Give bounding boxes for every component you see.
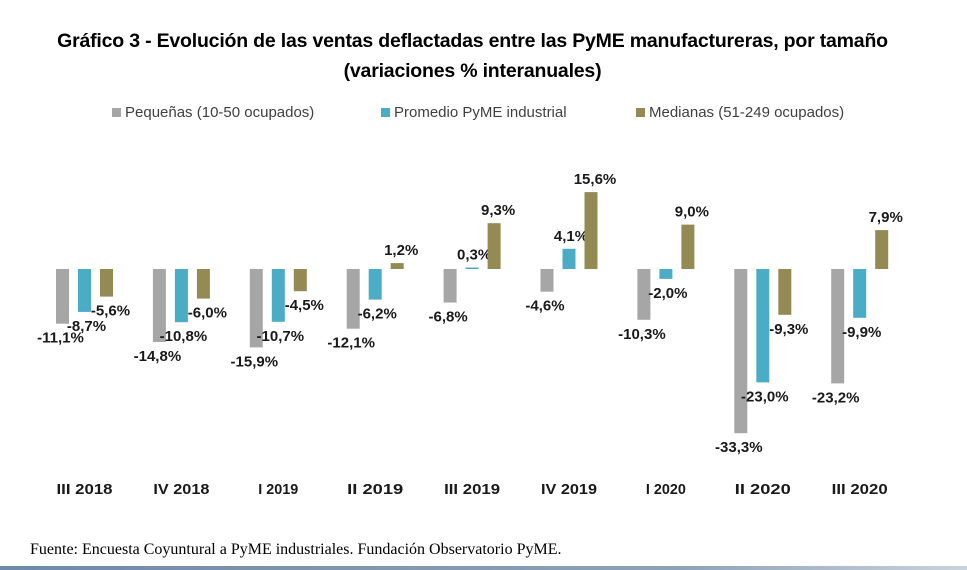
data-label-promedio-3: -6,2% (358, 306, 397, 323)
bar-medianas-0 (100, 269, 113, 297)
x-tick-label-3: II 2019 (347, 481, 403, 498)
legend-swatch-promedio (381, 108, 390, 117)
bar-promedio-7 (756, 269, 770, 383)
bar-pequenas-1 (152, 269, 166, 342)
data-label-pequenas-4: -6,8% (429, 309, 468, 326)
bar-pequenas-0 (56, 269, 69, 324)
data-label-pequenas-7: -33,3% (715, 439, 763, 456)
data-label-promedio-1: -10,8% (160, 328, 208, 345)
bar-pequenas-7 (734, 269, 748, 434)
x-tick-label-2: I 2019 (258, 481, 298, 498)
bar-pequenas-5 (540, 269, 554, 292)
bar-chart: -11,1%-8,7%-5,6% III 2018 -14,8% -10,8% -6,0… (37, 171, 903, 498)
data-label-pequenas-3: -12,1% (327, 335, 375, 352)
data-label-pequenas-0: -11,1% (37, 330, 84, 347)
data-label-promedio-6: -2,0% (648, 285, 687, 302)
bar-promedio-1 (174, 269, 188, 323)
chart-legend: Pequeñas (10-50 ocupados) Promedio PyME … (0, 104, 967, 124)
x-tick-label-7: II 2020 (735, 481, 791, 498)
data-label-medianas-3: 1,2% (384, 242, 418, 259)
window-bottom-edge (0, 566, 967, 570)
bar-pequenas-4 (443, 269, 457, 303)
bar-pequenas-2 (249, 269, 263, 348)
data-label-medianas-4: 9,3% (481, 202, 515, 219)
x-tick-label-0: III 2018 (57, 481, 113, 498)
data-label-pequenas-5: -4,6% (525, 298, 564, 315)
legend-item-pequenas: Pequeñas (10-50 ocupados) (112, 104, 314, 121)
data-label-pequenas-8: -23,2% (812, 389, 860, 406)
data-label-medianas-7: -9,3% (769, 321, 808, 338)
legend-item-medianas: Medianas (51-249 ocupados) (636, 104, 844, 121)
legend-swatch-medianas (636, 108, 645, 117)
bar-promedio-5 (562, 248, 576, 269)
data-label-medianas-6: 9,0% (675, 204, 709, 221)
data-label-promedio-7: -23,0% (741, 388, 789, 405)
data-label-promedio-8: -9,9% (842, 324, 881, 341)
legend-label-pequenas: Pequeñas (10-50 ocupados) (125, 104, 315, 121)
bar-promedio-0 (78, 269, 91, 312)
data-label-medianas-2: -4,5% (285, 297, 324, 314)
bar-promedio-8 (853, 269, 867, 318)
data-label-promedio-0: -8,7% (67, 318, 106, 335)
legend-label-promedio: Promedio PyME industrial (394, 104, 567, 121)
data-label-medianas-0: -5,6% (91, 303, 130, 320)
bar-medianas-6 (681, 224, 695, 269)
bar-medianas-1 (196, 269, 210, 299)
data-label-medianas-5: 15,6% (574, 171, 617, 188)
data-label-promedio-5: 4,1% (554, 228, 588, 245)
x-tick-label-4: III 2019 (444, 481, 500, 498)
bar-promedio-2 (271, 269, 285, 322)
data-label-pequenas-6: -10,3% (618, 326, 666, 343)
x-tick-label-6: I 2020 (646, 481, 686, 498)
data-label-medianas-8: 7,9% (869, 209, 903, 226)
bar-pequenas-8 (831, 269, 845, 384)
legend-label-medianas: Medianas (51-249 ocupados) (649, 104, 845, 121)
bar-medianas-4 (487, 223, 501, 269)
bar-promedio-4 (465, 267, 479, 269)
bar-medianas-2 (293, 269, 307, 292)
data-label-pequenas-1: -14,8% (134, 348, 182, 365)
chart-title: Gráfico 3 - Evolución de las ventas defl… (57, 30, 888, 52)
bar-promedio-6 (659, 269, 673, 279)
source-note: Fuente: Encuesta Coyuntural a PyME indus… (30, 541, 562, 558)
bar-pequenas-3 (346, 269, 360, 329)
bar-medianas-7 (778, 269, 792, 315)
data-label-promedio-2: -10,7% (257, 328, 305, 345)
bar-pequenas-6 (637, 269, 651, 320)
legend-item-promedio: Promedio PyME industrial (381, 104, 567, 121)
bar-medianas-8 (875, 230, 889, 269)
bar-medianas-5 (584, 192, 598, 269)
legend-swatch-pequenas (112, 108, 121, 117)
x-tick-label-5: IV 2019 (541, 481, 597, 498)
bar-promedio-3 (368, 269, 382, 300)
x-tick-label-1: IV 2018 (153, 481, 209, 498)
data-label-medianas-1: -6,0% (188, 305, 227, 322)
data-label-pequenas-2: -15,9% (231, 353, 279, 370)
data-label-promedio-4: 0,3% (457, 247, 491, 264)
chart-subtitle: (variaciones % interanuales) (343, 60, 602, 82)
x-tick-label-8: III 2020 (832, 481, 888, 498)
bar-medianas-3 (390, 263, 404, 269)
